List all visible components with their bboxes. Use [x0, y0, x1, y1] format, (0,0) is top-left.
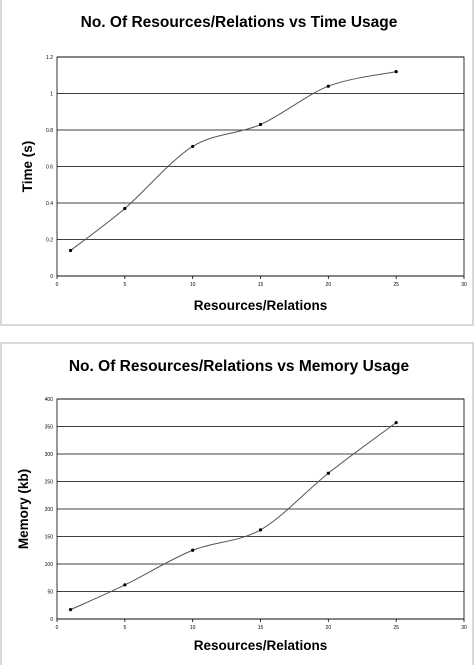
- x-tick-label: 15: [258, 625, 264, 631]
- data-point: [394, 70, 398, 74]
- data-point: [394, 421, 398, 425]
- data-point: [123, 583, 127, 587]
- data-point: [326, 471, 330, 475]
- series-line: [70, 422, 397, 611]
- time-usage-chart: 0 0.2 0.4 0.6 0.8 1 1.2 0 5 10 15 20 25 30 Resources/R…: [20, 55, 467, 313]
- chart-title: No. Of Resources/Relations vs Time Usage: [80, 14, 398, 31]
- x-tick-label: 10: [190, 625, 196, 631]
- data-point: [123, 206, 127, 211]
- data-point: [258, 122, 263, 127]
- x-tick-label: 0: [56, 282, 59, 288]
- memory-usage-chart: 0 50 100 150 200 250 300 350 400 0 5 10 15 20 25 30 Reso…: [16, 397, 467, 653]
- series-line: [70, 71, 397, 251]
- data-point: [326, 84, 330, 88]
- y-tick-label: 0: [50, 274, 53, 280]
- y-tick-label: 200: [45, 507, 54, 513]
- y-tick-label: 0.8: [46, 128, 53, 134]
- y-tick-label: 300: [45, 452, 54, 458]
- y-axis-title: Time (s): [20, 141, 35, 193]
- chart-title: No. Of Resources/Relations vs Memory Usa…: [68, 358, 410, 375]
- x-tick-label: 30: [461, 625, 467, 631]
- y-tick-label: 0.4: [46, 201, 53, 207]
- x-tick-label: 30: [461, 282, 467, 288]
- x-tick-label: 10: [190, 282, 196, 288]
- y-tick-label: 50: [47, 590, 53, 596]
- y-tick-label: 150: [45, 535, 54, 541]
- x-tick-label: 25: [393, 282, 399, 288]
- y-tick-label: 350: [45, 425, 54, 431]
- x-tick-label: 5: [123, 625, 126, 631]
- memory-usage-chart-panel: No. Of Resources/Relations vs Memory Usa…: [0, 342, 474, 665]
- x-tick-label: 20: [326, 282, 332, 288]
- y-tick-label: 0: [50, 617, 53, 623]
- y-tick-label: 1: [50, 92, 53, 98]
- x-axis-title: Resources/Relations: [194, 298, 328, 313]
- data-point: [68, 248, 73, 253]
- y-tick-label: 0.2: [46, 238, 53, 244]
- data-point: [258, 528, 263, 532]
- x-tick-label: 0: [56, 625, 59, 631]
- y-tick-label: 250: [45, 480, 54, 486]
- y-axis-title: Memory (kb): [16, 469, 31, 549]
- x-tick-label: 5: [123, 282, 126, 288]
- time-usage-chart-panel: No. Of Resources/Relations vs Time Usage…: [0, 0, 474, 326]
- x-tick-label: 15: [258, 282, 264, 288]
- y-tick-label: 0.6: [46, 165, 53, 171]
- x-axis-title: Resources/Relations: [194, 638, 328, 653]
- y-tick-label: 1.2: [46, 55, 53, 61]
- data-point: [68, 608, 73, 612]
- data-point: [191, 548, 195, 552]
- y-tick-label: 400: [45, 397, 54, 403]
- x-tick-label: 25: [393, 625, 399, 631]
- x-tick-label: 20: [326, 625, 332, 631]
- y-tick-label: 100: [45, 562, 54, 568]
- data-point: [191, 144, 195, 149]
